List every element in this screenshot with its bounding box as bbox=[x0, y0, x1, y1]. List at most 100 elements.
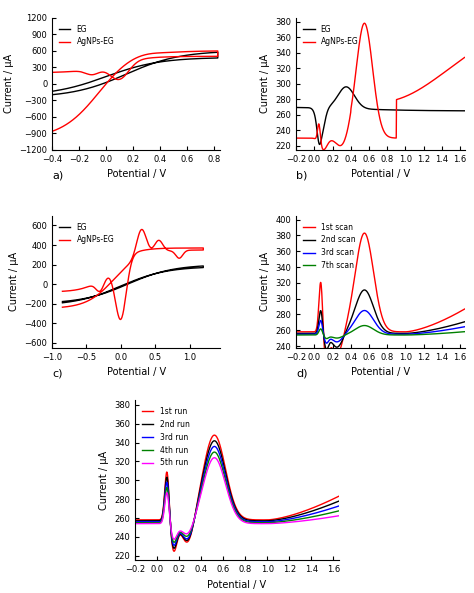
3rd scan bbox=[293, 331, 299, 338]
AgNPs-EG bbox=[370, 67, 376, 74]
3rd run bbox=[336, 502, 342, 509]
EG bbox=[343, 83, 349, 90]
3rd run bbox=[132, 518, 138, 525]
Text: b): b) bbox=[296, 171, 308, 181]
AgNPs-EG bbox=[88, 295, 94, 302]
7th scan bbox=[324, 335, 329, 342]
Line: 2nd scan: 2nd scan bbox=[296, 290, 465, 349]
3rd run bbox=[286, 515, 292, 522]
2nd scan bbox=[362, 286, 367, 294]
Legend: EG, AgNPs-EG: EG, AgNPs-EG bbox=[56, 21, 118, 50]
X-axis label: Potential / V: Potential / V bbox=[107, 169, 166, 179]
AgNPs-EG bbox=[179, 53, 185, 60]
EG bbox=[317, 141, 322, 148]
Y-axis label: Current / μA: Current / μA bbox=[260, 252, 270, 311]
5th run bbox=[172, 535, 177, 543]
3rd run bbox=[225, 483, 231, 490]
Text: a): a) bbox=[52, 171, 64, 181]
Y-axis label: Current / μA: Current / μA bbox=[9, 252, 19, 311]
5th run bbox=[168, 526, 174, 533]
4th run bbox=[211, 448, 217, 455]
EG bbox=[293, 104, 299, 111]
3rd scan bbox=[393, 331, 399, 338]
AgNPs-EG bbox=[60, 304, 65, 311]
Y-axis label: Current / μA: Current / μA bbox=[4, 54, 14, 113]
AgNPs-EG bbox=[148, 246, 154, 253]
EG bbox=[129, 278, 135, 285]
Line: EG: EG bbox=[296, 87, 465, 145]
5th run bbox=[286, 519, 292, 526]
3rd run bbox=[253, 518, 259, 525]
2nd run bbox=[132, 517, 138, 524]
AgNPs-EG bbox=[139, 226, 145, 233]
5th run bbox=[225, 489, 231, 496]
2nd run bbox=[225, 480, 231, 487]
EG bbox=[135, 66, 140, 73]
4th run bbox=[253, 519, 259, 526]
1st run bbox=[132, 517, 138, 524]
2nd run bbox=[286, 514, 292, 521]
2nd run bbox=[269, 517, 275, 524]
7th scan bbox=[393, 331, 399, 339]
2nd run bbox=[168, 530, 174, 537]
EG bbox=[109, 287, 115, 294]
AgNPs-EG bbox=[188, 53, 193, 60]
1st run bbox=[225, 477, 231, 484]
Line: 1st run: 1st run bbox=[135, 435, 339, 551]
1st scan bbox=[462, 305, 467, 313]
3rd scan bbox=[406, 330, 412, 337]
2nd run bbox=[172, 545, 177, 552]
4th run bbox=[168, 527, 174, 534]
AgNPs-EG bbox=[321, 146, 327, 153]
Line: AgNPs-EG: AgNPs-EG bbox=[296, 23, 465, 149]
5th run bbox=[253, 520, 259, 527]
2nd scan bbox=[293, 330, 299, 337]
AgNPs-EG bbox=[60, 288, 65, 295]
EG bbox=[131, 64, 137, 71]
1st scan bbox=[362, 229, 367, 237]
EG bbox=[132, 278, 138, 285]
1st run bbox=[172, 548, 177, 555]
AgNPs-EG bbox=[174, 253, 180, 260]
1st scan bbox=[323, 362, 329, 369]
1st run bbox=[286, 512, 292, 519]
2nd scan bbox=[370, 302, 376, 309]
7th scan bbox=[420, 331, 426, 338]
7th scan bbox=[323, 335, 329, 342]
Line: AgNPs-EG: AgNPs-EG bbox=[52, 51, 218, 131]
5th run bbox=[269, 520, 275, 527]
3rd scan bbox=[370, 315, 376, 323]
EG bbox=[323, 112, 329, 119]
EG bbox=[60, 299, 65, 307]
Text: d): d) bbox=[296, 369, 308, 379]
Legend: 1st run, 2nd run, 3rd run, 4th run, 5th run: 1st run, 2nd run, 3rd run, 4th run, 5th … bbox=[139, 404, 192, 470]
EG bbox=[175, 266, 181, 273]
2nd scan bbox=[420, 328, 426, 335]
Line: 3rd run: 3rd run bbox=[135, 447, 339, 546]
5th run bbox=[185, 530, 191, 537]
2nd scan bbox=[337, 342, 343, 349]
AgNPs-EG bbox=[406, 91, 412, 98]
1st run bbox=[269, 516, 275, 523]
1st run bbox=[253, 517, 259, 524]
AgNPs-EG bbox=[116, 314, 122, 321]
EG bbox=[393, 107, 399, 114]
EG bbox=[153, 270, 159, 277]
AgNPs-EG bbox=[362, 20, 367, 27]
1st scan bbox=[324, 363, 329, 370]
7th scan bbox=[462, 328, 467, 335]
EG bbox=[215, 49, 220, 56]
7th scan bbox=[337, 334, 343, 341]
2nd scan bbox=[462, 318, 467, 326]
EG bbox=[185, 56, 191, 63]
3rd run bbox=[211, 443, 217, 450]
AgNPs-EG bbox=[337, 142, 343, 149]
1st run bbox=[168, 531, 174, 538]
2nd run bbox=[185, 537, 191, 544]
3rd scan bbox=[362, 307, 367, 314]
2nd run bbox=[253, 517, 259, 524]
AgNPs-EG bbox=[169, 53, 175, 60]
1st run bbox=[336, 493, 342, 500]
AgNPs-EG bbox=[323, 144, 329, 151]
5th run bbox=[336, 512, 342, 519]
